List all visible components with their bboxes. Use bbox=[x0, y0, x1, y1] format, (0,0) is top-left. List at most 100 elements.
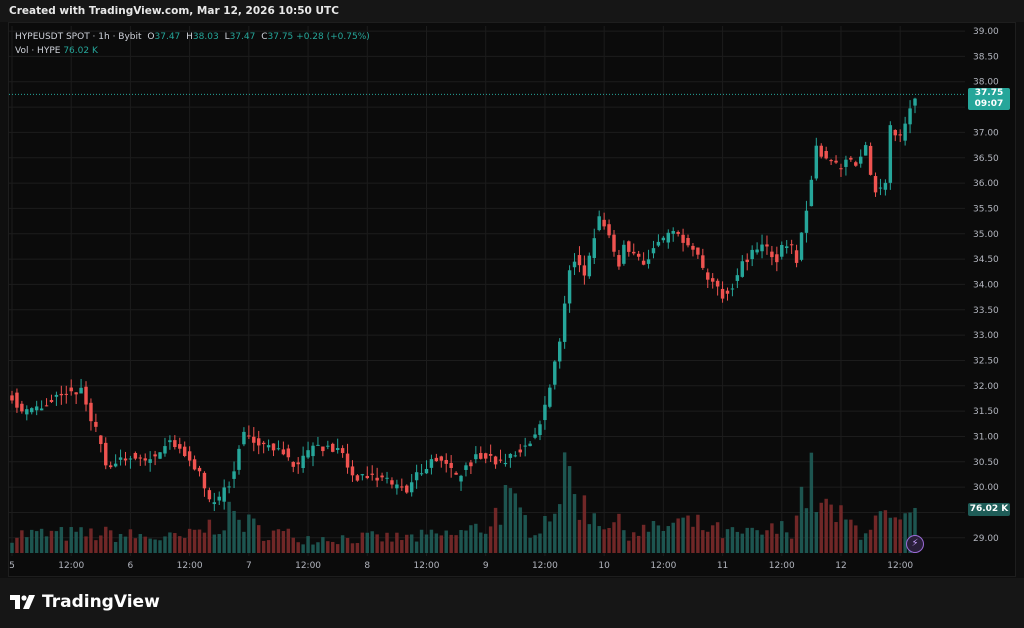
candle-body bbox=[419, 473, 424, 475]
candle-body bbox=[898, 134, 902, 136]
candle-body bbox=[710, 278, 715, 282]
y-tick-label: 37.00 bbox=[973, 128, 999, 138]
candle-body bbox=[350, 466, 355, 476]
candle-body bbox=[587, 255, 592, 277]
candle-body bbox=[617, 255, 621, 267]
volume-bar bbox=[232, 510, 236, 553]
volume-bar bbox=[814, 511, 819, 553]
volume-bar bbox=[59, 527, 64, 553]
y-tick-label: 38.50 bbox=[973, 52, 999, 62]
volume-bar bbox=[789, 538, 794, 553]
volume-bar bbox=[335, 544, 340, 553]
volume-bar bbox=[671, 522, 675, 553]
candle-body bbox=[227, 486, 231, 488]
volume-bar bbox=[780, 521, 784, 553]
volume-bar bbox=[123, 536, 128, 553]
volume-bar bbox=[148, 538, 152, 553]
close-label: C bbox=[261, 32, 268, 42]
x-tick-label: 11 bbox=[717, 561, 728, 571]
candle-body bbox=[400, 486, 404, 488]
candle-body bbox=[878, 187, 883, 189]
volume-bar bbox=[271, 530, 276, 553]
candle-body bbox=[775, 254, 779, 263]
candle-body bbox=[409, 482, 414, 493]
volume-bar bbox=[266, 540, 271, 553]
volume-bar bbox=[553, 513, 557, 553]
volume-bar bbox=[414, 541, 419, 553]
volume-bar bbox=[799, 486, 804, 553]
candle-body bbox=[261, 442, 266, 445]
candle-body bbox=[242, 431, 246, 445]
volume-bar bbox=[474, 523, 478, 553]
x-tick-label: 12:00 bbox=[650, 561, 676, 571]
candle-body bbox=[108, 465, 113, 468]
volume-bar bbox=[311, 544, 315, 553]
volume-bar bbox=[849, 519, 853, 553]
volume-bar bbox=[651, 521, 656, 553]
volume-bar bbox=[261, 540, 266, 553]
volume-bar bbox=[686, 515, 690, 553]
candle-body bbox=[498, 459, 503, 461]
volume-bar bbox=[400, 540, 404, 553]
y-tick-label: 29.00 bbox=[973, 534, 999, 544]
candle-body bbox=[464, 465, 468, 470]
volume-bar bbox=[424, 534, 429, 553]
volume-bar bbox=[385, 532, 389, 553]
volume-label[interactable]: Vol · HYPE bbox=[15, 46, 61, 56]
candle-body bbox=[592, 238, 596, 258]
volume-bar bbox=[84, 536, 88, 553]
candle-body bbox=[794, 250, 799, 263]
volume-bar bbox=[257, 525, 261, 553]
candle-body bbox=[839, 168, 843, 170]
symbol-label[interactable]: HYPEUSDT SPOT · 1h · Bybit bbox=[15, 32, 142, 42]
volume-bar bbox=[760, 534, 764, 553]
candle-body bbox=[686, 237, 690, 246]
volume-bar bbox=[182, 537, 187, 553]
volume-bar bbox=[168, 532, 172, 553]
candle-body bbox=[706, 272, 710, 280]
volume-bar bbox=[429, 529, 434, 553]
candle-body bbox=[59, 393, 64, 396]
volume-bar bbox=[222, 530, 226, 553]
volume-bar bbox=[138, 534, 143, 553]
volume-bar bbox=[706, 531, 710, 553]
candle-body bbox=[335, 448, 340, 450]
volume-bar bbox=[133, 538, 138, 553]
y-tick-label: 30.00 bbox=[973, 483, 999, 493]
volume-bar bbox=[873, 515, 878, 553]
candle-body bbox=[493, 456, 498, 465]
candle-body bbox=[321, 446, 325, 452]
lightning-icon[interactable]: ⚡ bbox=[906, 535, 924, 553]
candle-body bbox=[148, 459, 152, 463]
candle-body bbox=[340, 448, 345, 454]
candle-body bbox=[380, 475, 384, 478]
candle-body bbox=[64, 393, 68, 395]
candle-body bbox=[488, 454, 493, 456]
volume-bar bbox=[128, 529, 133, 553]
candle-body bbox=[730, 288, 735, 290]
volume-bar bbox=[217, 534, 221, 553]
tradingview-logo[interactable]: TradingView bbox=[10, 592, 160, 612]
candle-body bbox=[222, 487, 226, 502]
candle-body bbox=[118, 457, 123, 460]
volume-bar bbox=[380, 541, 384, 553]
candle-body bbox=[370, 473, 374, 475]
candle-body bbox=[49, 399, 54, 403]
footer-bar bbox=[0, 578, 1024, 628]
volume-bar bbox=[390, 541, 394, 553]
candle-body bbox=[429, 459, 434, 468]
candle-body bbox=[636, 253, 641, 257]
candle-body bbox=[414, 472, 419, 481]
candle-body bbox=[163, 446, 167, 454]
volume-bar bbox=[247, 514, 251, 553]
candle-body bbox=[523, 445, 527, 447]
volume-bar bbox=[903, 513, 907, 553]
candle-body bbox=[439, 456, 444, 461]
candle-body bbox=[577, 255, 582, 266]
chart-frame[interactable] bbox=[8, 22, 1016, 577]
last-price-tag: 37.75 09:07 bbox=[968, 88, 1010, 111]
volume-bar bbox=[479, 532, 483, 553]
volume-bar bbox=[192, 529, 197, 553]
candle-body bbox=[252, 436, 256, 443]
